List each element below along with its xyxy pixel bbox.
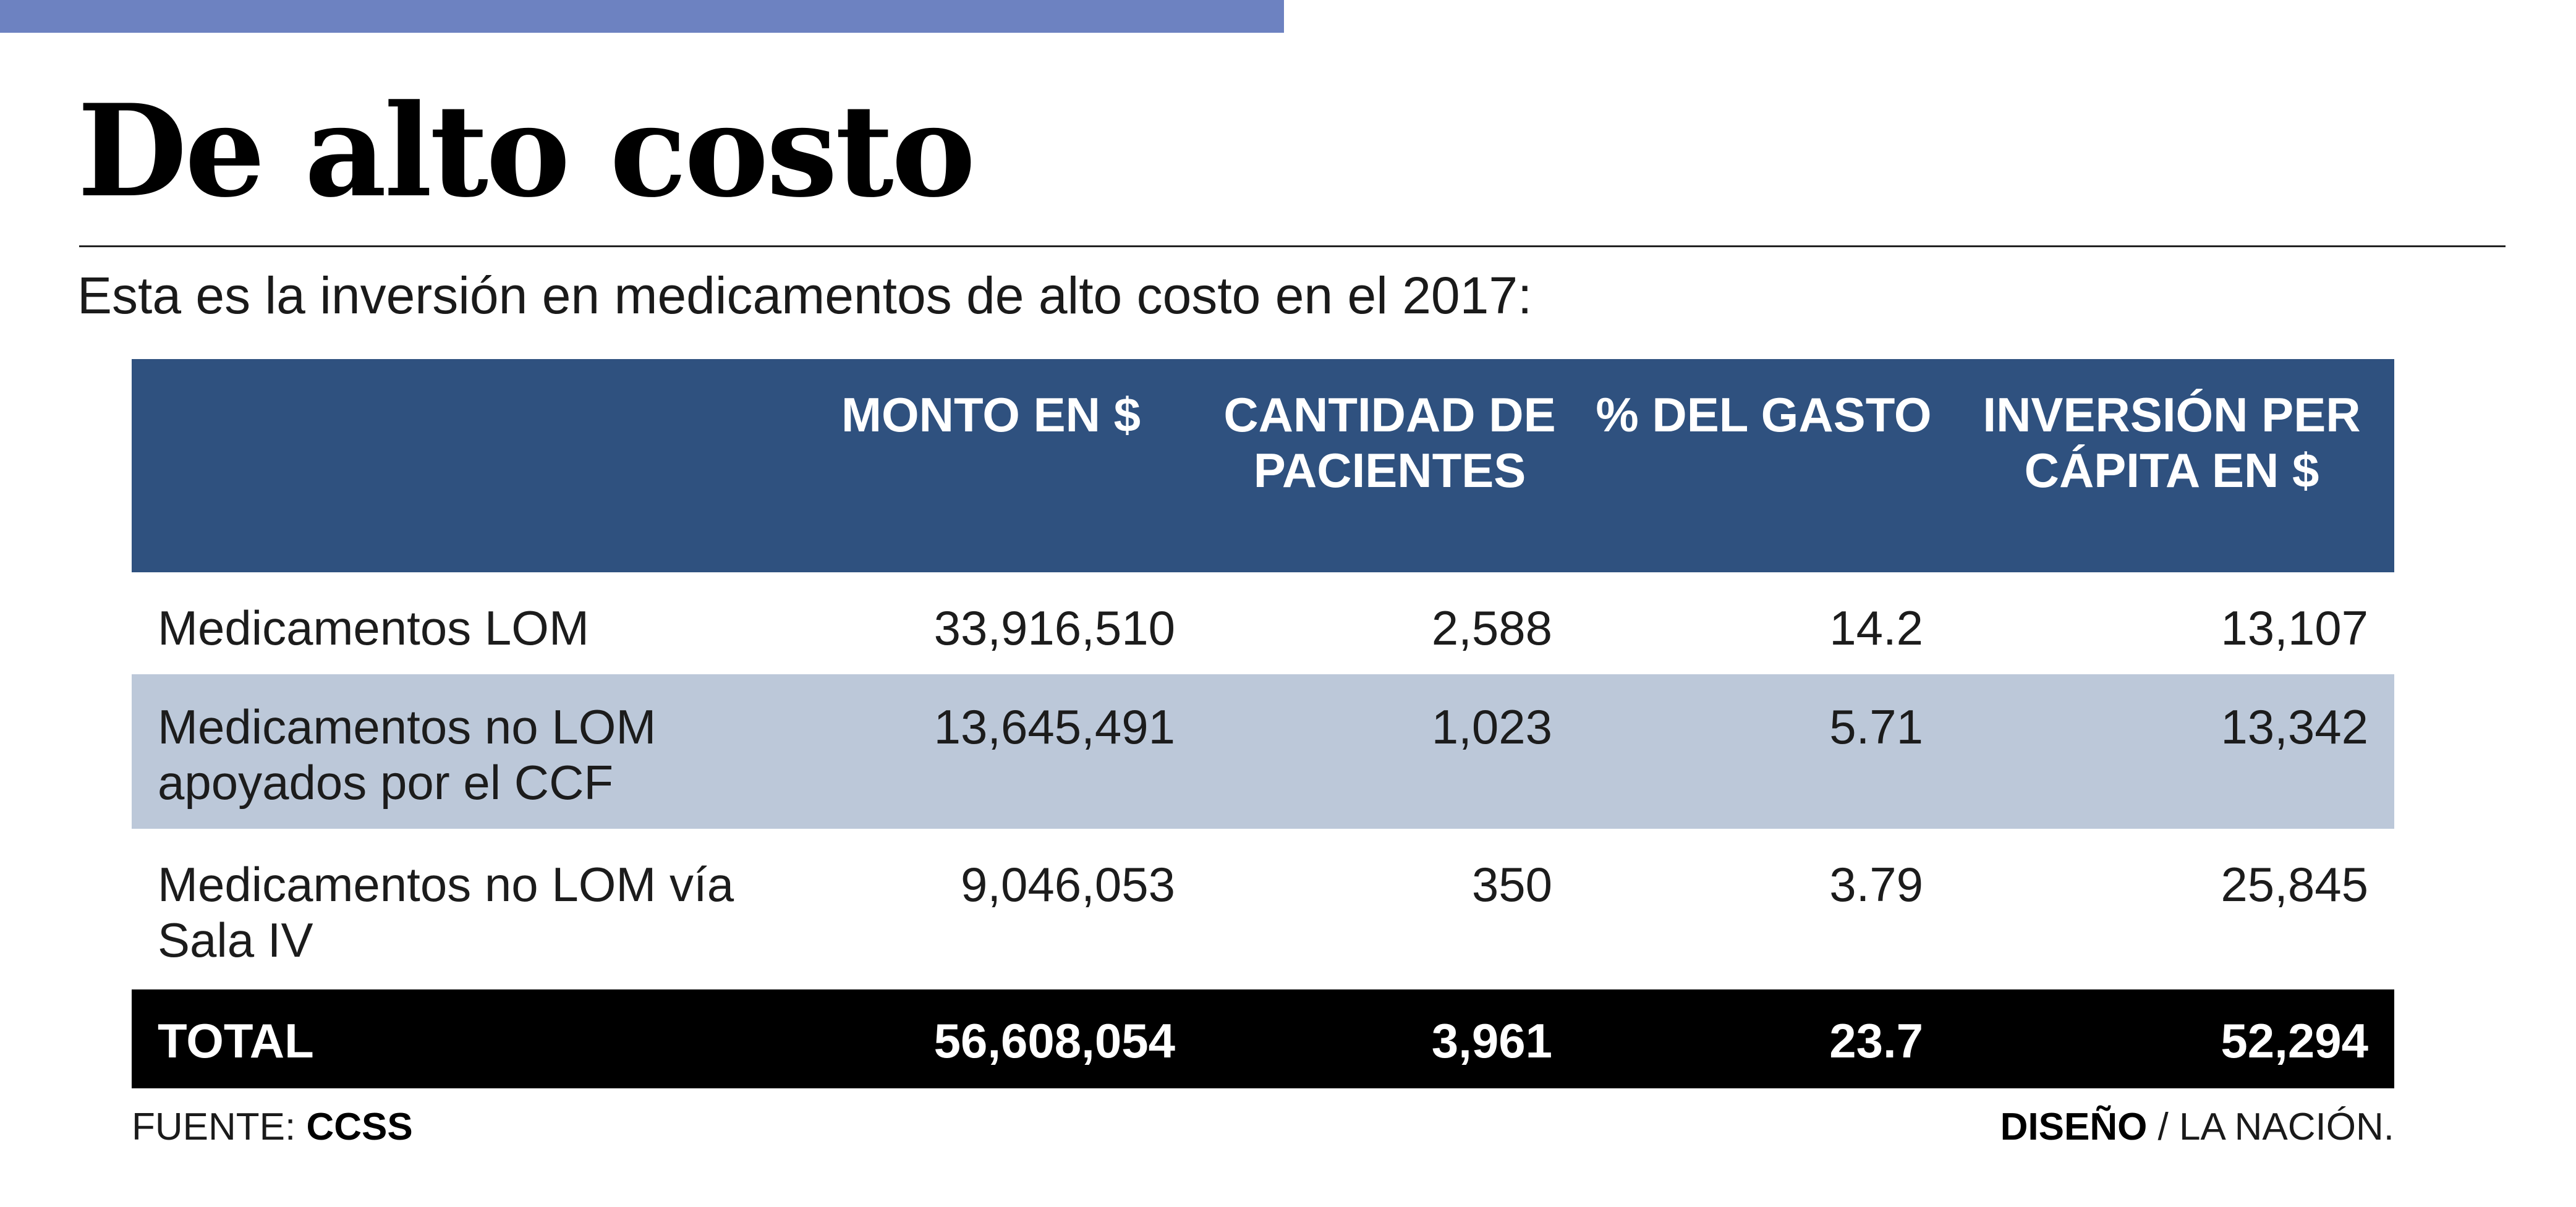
- source-name: CCSS: [306, 1106, 413, 1148]
- cell-per-capita: 13,342: [2221, 700, 2368, 754]
- accent-bar: [0, 0, 1284, 33]
- cell-pacientes: 1,023: [1431, 700, 1552, 754]
- table-row: Medicamentos no LOM apoyados por el CCF …: [132, 674, 2394, 829]
- table-row: Medicamentos no LOM vía Sala IV 9,046,05…: [132, 829, 2394, 989]
- cell-per-capita: 25,845: [2221, 857, 2368, 912]
- column-header-per-capita: INVERSIÓN PER CÁPITA EN $: [1983, 388, 2361, 498]
- total-per-capita: 52,294: [2221, 1014, 2368, 1068]
- row-label: Medicamentos LOM: [158, 601, 589, 655]
- total-gasto: 23.7: [1829, 1014, 1923, 1068]
- total-pacientes: 3,961: [1431, 1014, 1552, 1068]
- credit-outlet: / LA NACIÓN.: [2147, 1106, 2394, 1148]
- row-label: Medicamentos no LOM apoyados por el CCF: [158, 700, 657, 810]
- source-prefix: FUENTE:: [132, 1106, 307, 1148]
- column-header-monto: MONTO EN $: [841, 388, 1141, 442]
- table-header-row: MONTO EN $ CANTIDAD DE PACIENTES % DEL G…: [132, 359, 2394, 572]
- cell-gasto: 14.2: [1829, 601, 1923, 655]
- subtitle: Esta es la inversión en medicamentos de …: [77, 266, 1532, 324]
- total-row: TOTAL 56,608,054 3,961 23.7 52,294: [132, 989, 2394, 1088]
- cell-per-capita: 13,107: [2221, 601, 2368, 655]
- data-table: MONTO EN $ CANTIDAD DE PACIENTES % DEL G…: [132, 359, 2394, 1088]
- cell-monto: 13,645,491: [933, 700, 1175, 754]
- page-title: De alto costo: [77, 77, 976, 226]
- source-note: FUENTE: CCSS: [132, 1103, 413, 1152]
- cell-gasto: 3.79: [1829, 857, 1923, 912]
- column-header-pacientes: CANTIDAD DE PACIENTES: [1223, 388, 1556, 498]
- row-label: Medicamentos no LOM vía Sala IV: [158, 857, 734, 967]
- total-monto: 56,608,054: [933, 1014, 1175, 1068]
- cell-pacientes: 2,588: [1431, 601, 1552, 655]
- column-header-gasto: % DEL GASTO: [1596, 388, 1932, 442]
- total-label: TOTAL: [158, 1014, 314, 1068]
- design-credit: DISEÑO / LA NACIÓN.: [2000, 1103, 2394, 1152]
- table-row: Medicamentos LOM 33,916,510 2,588 14.2 1…: [132, 572, 2394, 674]
- cell-monto: 33,916,510: [933, 601, 1175, 655]
- credit-label: DISEÑO: [2000, 1106, 2148, 1148]
- column-header-label: [132, 359, 781, 572]
- cell-monto: 9,046,053: [960, 857, 1175, 912]
- cell-pacientes: 350: [1471, 857, 1552, 912]
- cell-gasto: 5.71: [1829, 700, 1923, 754]
- title-divider: [79, 245, 2506, 247]
